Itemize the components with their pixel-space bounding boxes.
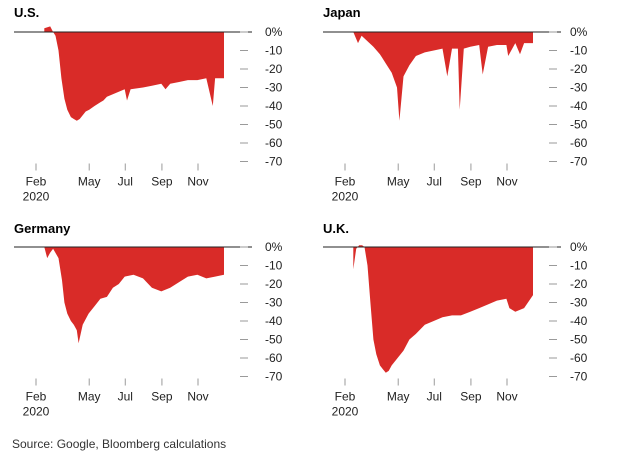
y-tick-label: -60 <box>570 351 588 365</box>
y-tick-label: 0% <box>570 240 588 254</box>
x-tick-label: Jul <box>118 175 133 189</box>
x-tick-label: Feb <box>26 175 47 189</box>
y-tick-label: -50 <box>265 333 283 347</box>
y-tick-label: -70 <box>570 370 588 384</box>
panel-title: U.K. <box>323 221 349 236</box>
x-tick-label: May <box>78 175 101 189</box>
y-tick-label: -40 <box>570 314 588 328</box>
x-tick-label: Nov <box>187 175 208 189</box>
y-tick-label: -40 <box>265 314 283 328</box>
x-tick-label: Feb <box>335 390 356 404</box>
y-tick-label: -40 <box>570 99 588 113</box>
y-tick-label: -50 <box>265 118 283 132</box>
y-tick-label: -50 <box>570 333 588 347</box>
x-tick-label: Jul <box>427 175 442 189</box>
y-tick-label: -30 <box>570 81 588 95</box>
x-year-label: 2020 <box>23 190 50 204</box>
x-tick-label: Nov <box>187 390 208 404</box>
x-tick-label: Sep <box>151 390 173 404</box>
series-area <box>353 245 533 373</box>
x-tick-label: May <box>387 390 410 404</box>
y-tick-label: -10 <box>570 259 588 273</box>
x-year-label: 2020 <box>332 405 359 419</box>
y-tick-label: -10 <box>265 259 283 273</box>
panel-title: Japan <box>323 5 361 20</box>
y-tick-label: -20 <box>265 62 283 76</box>
panel-title: Germany <box>14 221 71 236</box>
y-tick-label: -20 <box>265 277 283 291</box>
y-tick-label: -40 <box>265 99 283 113</box>
y-tick-label: -70 <box>265 370 283 384</box>
y-tick-label: 0% <box>265 240 283 254</box>
y-tick-label: -30 <box>265 296 283 310</box>
x-tick-label: Nov <box>496 390 517 404</box>
x-tick-label: May <box>387 175 410 189</box>
y-tick-label: -20 <box>570 277 588 291</box>
y-tick-label: -70 <box>570 155 588 169</box>
y-tick-label: -70 <box>265 155 283 169</box>
series-area <box>44 247 224 344</box>
y-tick-label: -60 <box>265 136 283 150</box>
x-tick-label: Jul <box>118 390 133 404</box>
x-tick-label: Sep <box>460 390 482 404</box>
x-year-label: 2020 <box>332 190 359 204</box>
y-tick-label: -60 <box>265 351 283 365</box>
source-note: Source: Google, Bloomberg calculations <box>12 437 227 451</box>
x-tick-label: Sep <box>460 175 482 189</box>
x-tick-label: Jul <box>427 390 442 404</box>
x-year-label: 2020 <box>23 405 50 419</box>
x-tick-label: May <box>78 390 101 404</box>
x-tick-label: Feb <box>335 175 356 189</box>
x-tick-label: Nov <box>496 175 517 189</box>
series-area <box>44 26 224 121</box>
y-tick-label: -10 <box>265 44 283 58</box>
y-tick-label: -60 <box>570 136 588 150</box>
y-tick-label: -50 <box>570 118 588 132</box>
y-tick-label: -30 <box>265 81 283 95</box>
y-tick-label: -10 <box>570 44 588 58</box>
x-tick-label: Feb <box>26 390 47 404</box>
x-tick-label: Sep <box>151 175 173 189</box>
y-tick-label: -20 <box>570 62 588 76</box>
y-tick-label: -30 <box>570 296 588 310</box>
y-tick-label: 0% <box>570 25 588 39</box>
series-area <box>353 32 533 121</box>
panel-title: U.S. <box>14 5 39 20</box>
y-tick-label: 0% <box>265 25 283 39</box>
